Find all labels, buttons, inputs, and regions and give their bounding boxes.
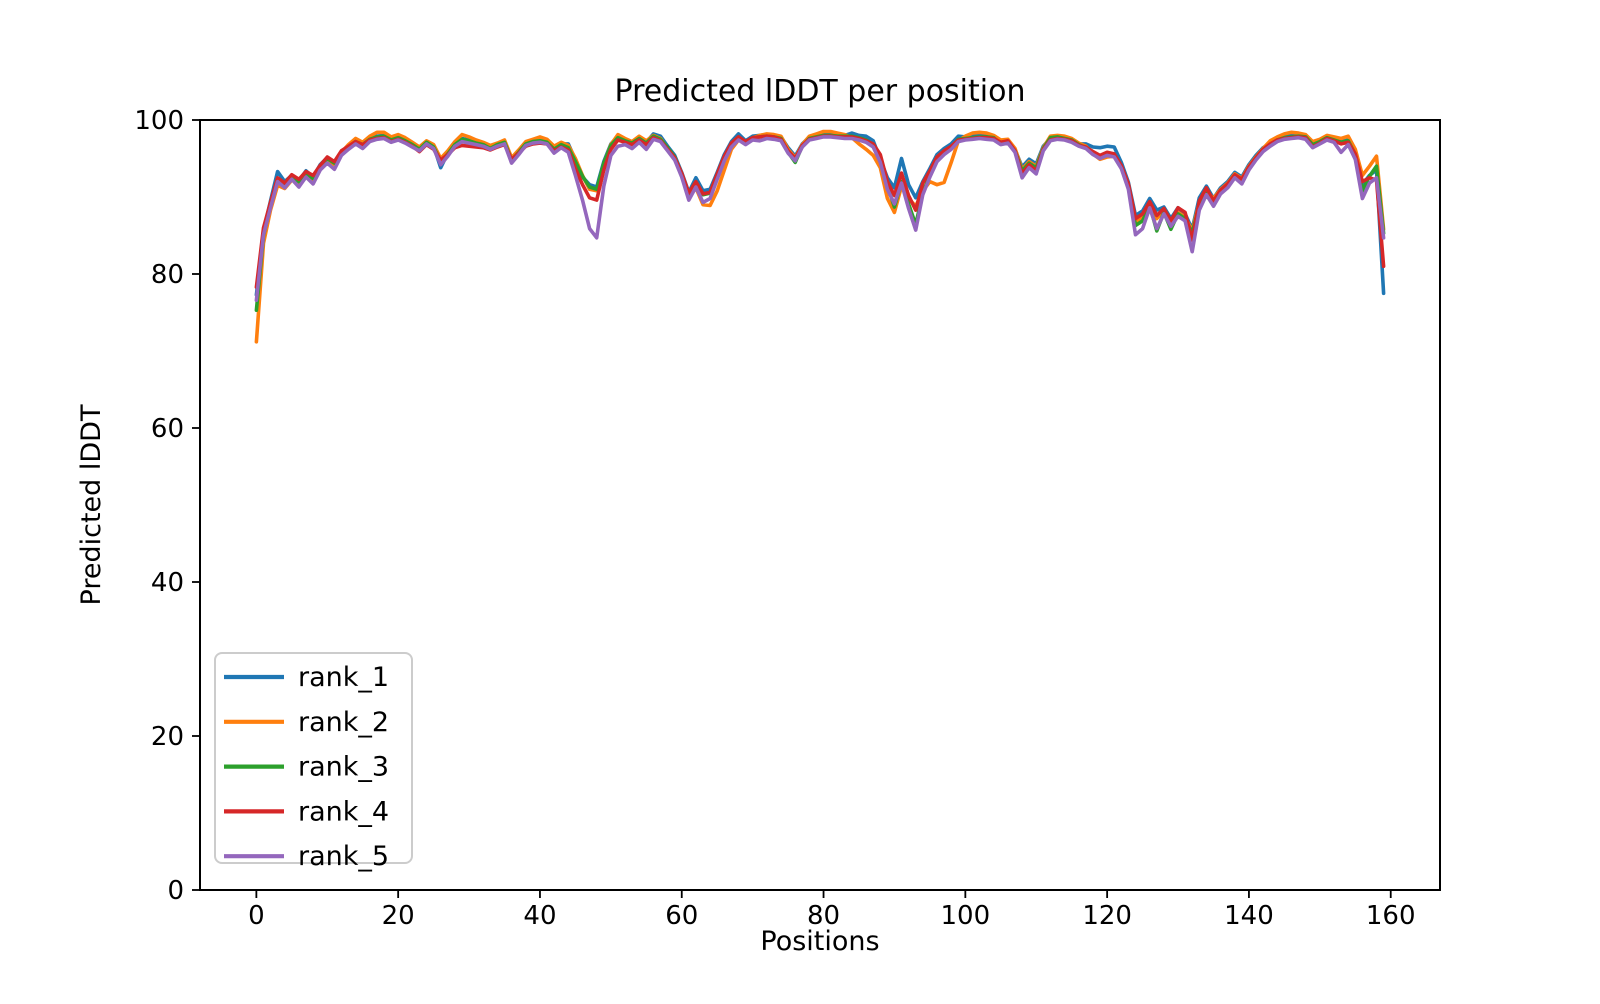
x-tick-label: 100: [941, 901, 991, 931]
x-tick-label: 120: [1082, 901, 1132, 931]
legend: rank_1 rank_2 rank_3 rank_4 rank_5: [214, 652, 413, 872]
x-tick-label: 160: [1366, 901, 1416, 931]
series-line-rank_5: [254, 135, 1386, 303]
series-line-rank_2: [254, 129, 1386, 344]
series-line-rank_3: [254, 133, 1386, 313]
x-tick-label: 60: [665, 901, 698, 931]
x-tick-label: 20: [382, 901, 415, 931]
legend-label-rank_4: rank_4: [298, 796, 389, 827]
x-axis-label: Positions: [760, 926, 879, 957]
x-tick-label: 40: [523, 901, 556, 931]
y-tick-label: 100: [134, 106, 184, 136]
y-tick-label: 0: [167, 876, 184, 906]
legend-label-rank_2: rank_2: [298, 707, 389, 738]
series-layer: [254, 129, 1386, 344]
x-tick-label: 80: [807, 901, 840, 931]
legend-label-rank_5: rank_5: [298, 841, 389, 872]
legend-label-rank_3: rank_3: [298, 752, 389, 783]
series-line-rank_4: [254, 134, 1386, 289]
x-tick-label: 140: [1224, 901, 1274, 931]
axes-layer: 0 20 40 60 80 100 120 140 160 0 20 40 60 80 100: [134, 106, 1441, 931]
y-axis-label: Predicted lDDT: [76, 404, 107, 605]
x-tick-label: 0: [248, 901, 265, 931]
y-tick-label: 20: [151, 722, 184, 752]
y-tick-label: 80: [151, 260, 184, 290]
plot-spines: [199, 119, 1441, 891]
legend-label-rank_1: rank_1: [298, 662, 389, 693]
series-line-rank_1: [254, 131, 1386, 297]
chart-title: Predicted lDDT per position: [615, 74, 1026, 109]
y-tick-label: 60: [151, 414, 184, 444]
y-tick-label: 40: [151, 568, 184, 598]
